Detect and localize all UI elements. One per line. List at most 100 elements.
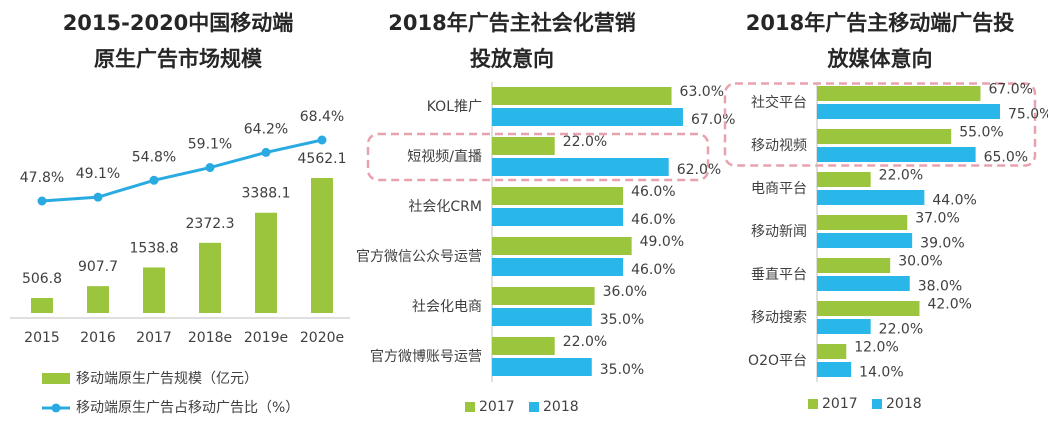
bar-value-label: 55.0%	[959, 125, 1003, 141]
bar	[87, 286, 109, 313]
bar-value-label: 22.0%	[563, 334, 607, 350]
chart-title: 2015-2020中国移动端	[63, 11, 294, 35]
legend-label: 2018	[886, 396, 922, 412]
bar-value-label: 30.0%	[898, 254, 942, 270]
bar-value-label: 506.8	[22, 271, 62, 287]
chart-title: 放媒体意向	[827, 47, 933, 71]
bar	[492, 158, 669, 176]
x-tick-label: 2019e	[244, 330, 288, 346]
bar-value-label: 4562.1	[298, 151, 347, 167]
bar	[817, 233, 913, 248]
bar	[817, 104, 1000, 119]
line-point	[261, 147, 271, 157]
chart-title: 投放意向	[470, 47, 554, 71]
bar	[492, 287, 595, 305]
y-tick-label: 移动搜索	[751, 309, 807, 326]
bar	[143, 267, 165, 313]
bar	[817, 301, 920, 316]
y-tick-label: 电商平台	[751, 181, 807, 197]
chart-title: 2018年广告主社会化营销	[388, 11, 635, 35]
bar-value-label: 1538.8	[130, 240, 179, 256]
bar	[255, 212, 277, 313]
bar	[492, 258, 624, 276]
bar	[492, 358, 592, 376]
legend-label: 2017	[479, 399, 515, 415]
y-tick-label: 社会化电商	[412, 299, 482, 315]
legend-swatch	[872, 399, 882, 409]
bar	[817, 129, 952, 144]
bar	[817, 86, 981, 101]
y-tick-label: 短视频/直播	[407, 148, 482, 165]
x-tick-label: 2017	[136, 330, 172, 346]
line-value-label: 64.2%	[244, 121, 288, 137]
legend-marker	[51, 403, 61, 413]
legend-swatch	[808, 399, 818, 409]
bar-value-label: 35.0%	[600, 362, 644, 378]
bar-value-label: 44.0%	[932, 193, 976, 209]
legend-label: 移动端原生广告占移动广告比（%）	[76, 400, 299, 416]
bar	[311, 178, 333, 313]
bar	[817, 258, 891, 273]
chart-title: 2018年广告主移动端广告投	[746, 11, 1014, 35]
bar-value-label: 49.0%	[640, 234, 684, 250]
x-tick-label: 2018e	[188, 330, 232, 346]
line-value-label: 59.1%	[188, 137, 232, 153]
bar-value-label: 35.0%	[600, 312, 644, 328]
bar-value-label: 67.0%	[988, 82, 1032, 98]
highlight-box	[366, 132, 710, 182]
legend-label: 2018	[543, 399, 579, 415]
y-tick-label: 垂直平台	[751, 266, 807, 283]
y-tick-label: 社交平台	[751, 94, 807, 111]
y-tick-label: 社会化CRM	[408, 199, 482, 215]
bar	[492, 137, 555, 155]
y-tick-label: O2O平台	[748, 353, 807, 369]
bar-value-label: 12.0%	[854, 340, 898, 356]
y-tick-label: 官方微信公众号运营	[356, 249, 482, 265]
bar-value-label: 22.0%	[879, 322, 923, 338]
bar	[817, 362, 852, 377]
chart-title: 原生广告市场规模	[94, 47, 263, 71]
line-value-label: 68.4%	[300, 109, 344, 125]
x-tick-label: 2020e	[300, 330, 344, 346]
bar	[492, 308, 592, 326]
y-tick-label: 移动新闻	[751, 224, 807, 240]
bar	[817, 344, 847, 359]
bar	[492, 208, 624, 226]
line-value-label: 47.8%	[20, 170, 64, 186]
bar	[492, 87, 672, 105]
y-tick-label: 移动视频	[751, 138, 807, 154]
bar	[492, 337, 555, 355]
bar-value-label: 36.0%	[603, 284, 647, 300]
bar	[492, 187, 624, 205]
y-tick-label: 官方微博账号运营	[370, 348, 482, 365]
line-point	[317, 135, 327, 145]
bar-value-label: 62.0%	[677, 162, 721, 178]
bar-value-label: 22.0%	[563, 134, 607, 150]
x-tick-label: 2016	[80, 330, 116, 346]
bar-value-label: 42.0%	[927, 297, 971, 313]
line-point	[37, 196, 47, 206]
line-point	[93, 192, 103, 202]
line	[41, 138, 323, 203]
bar-value-label: 907.7	[78, 259, 118, 275]
y-tick-label: KOL推广	[427, 99, 482, 115]
bar	[817, 147, 976, 162]
legend-label: 移动端原生广告规模（亿元）	[76, 371, 258, 387]
bar-value-label: 75.0%	[1008, 107, 1048, 123]
bar	[817, 319, 871, 334]
line-point	[149, 175, 159, 185]
bar-value-label: 39.0%	[920, 236, 964, 252]
bar	[492, 108, 683, 126]
bar-value-label: 65.0%	[984, 150, 1028, 166]
bar-value-label: 37.0%	[915, 211, 959, 227]
line-value-label: 54.8%	[132, 149, 176, 165]
bar-value-label: 2372.3	[186, 216, 235, 232]
bar	[492, 237, 632, 255]
x-tick-label: 2015	[24, 330, 60, 346]
bar-value-label: 3388.1	[242, 186, 291, 202]
line-point	[205, 163, 215, 173]
bar-value-label: 46.0%	[631, 184, 675, 200]
bar	[817, 172, 871, 187]
bar-value-label: 67.0%	[691, 112, 735, 128]
